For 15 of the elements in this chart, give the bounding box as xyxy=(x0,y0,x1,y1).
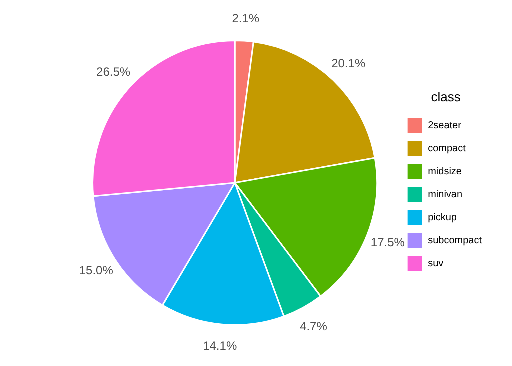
data-label: 4.7% xyxy=(300,319,328,334)
legend-label: subcompact xyxy=(428,236,482,247)
data-label: 20.1% xyxy=(332,56,366,71)
legend-label: 2seater xyxy=(428,120,462,132)
data-label: 14.1% xyxy=(203,338,238,353)
data-label: 2.1% xyxy=(232,11,260,26)
legend-label: compact xyxy=(428,144,466,155)
legend-label: pickup xyxy=(428,212,458,224)
data-label: 26.5% xyxy=(96,64,131,79)
legend-label: minivan xyxy=(428,190,463,201)
legend-title: class xyxy=(431,89,462,104)
legend-label: midsize xyxy=(428,166,462,178)
data-label: 15.0% xyxy=(79,263,114,278)
data-label: 17.5% xyxy=(370,235,406,250)
legend-label: suv xyxy=(428,258,444,270)
